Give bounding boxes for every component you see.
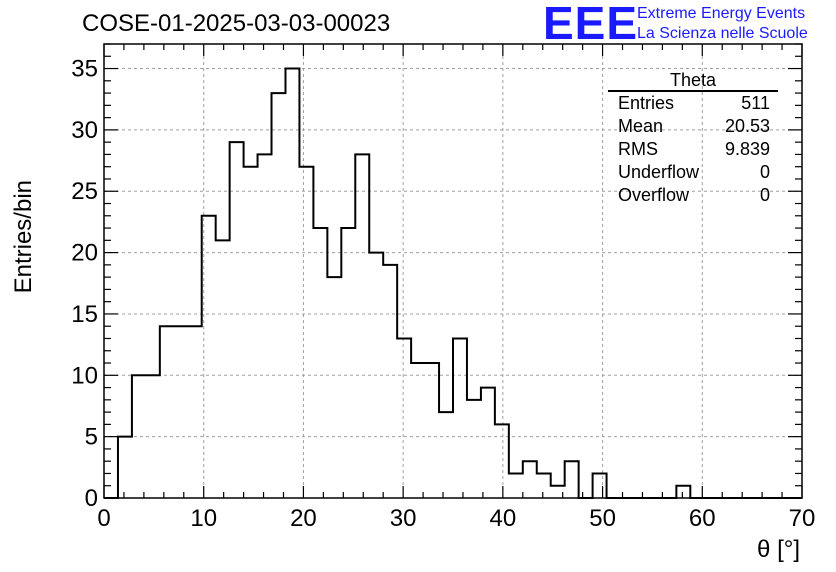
x-axis-label: θ [°] (757, 536, 800, 563)
x-tick-label: 40 (490, 505, 517, 532)
y-tick-labels: 0 5 10 15 20 25 30 35 (71, 56, 98, 512)
stats-value: 9.839 (724, 139, 770, 159)
y-tick-label: 5 (85, 424, 98, 451)
y-tick-label: 35 (71, 56, 98, 83)
plot-frame (103, 43, 803, 499)
y-tick-label: 30 (71, 117, 98, 144)
stats-label: Mean (618, 116, 664, 136)
y-axis-label: Entries/bin (10, 180, 37, 293)
stats-label: Underflow (618, 162, 700, 182)
logo-caption-line2: La Scienza nelle Scuole (637, 25, 808, 42)
stats-row-underflow: Underflow 0 (608, 161, 778, 184)
stats-label: RMS (618, 139, 658, 159)
x-tick-label: 50 (589, 505, 616, 532)
x-tick-labels: 0 10 20 30 40 50 60 70 (97, 505, 815, 532)
x-tick-label: 0 (97, 505, 110, 532)
stats-row-rms: RMS 9.839 (608, 138, 778, 161)
y-tick-label: 25 (71, 178, 98, 205)
x-tick-label: 30 (390, 505, 417, 532)
stats-row-overflow: Overflow 0 (608, 184, 778, 207)
stats-label: Entries (618, 93, 675, 113)
x-tick-label: 70 (789, 505, 816, 532)
eee-logo: EEE (543, 0, 639, 49)
x-tick-label: 10 (190, 505, 217, 532)
x-tick-label: 20 (290, 505, 317, 532)
stats-label: Overflow (618, 185, 690, 205)
stats-value: 511 (741, 93, 770, 113)
stats-value: 20.53 (724, 116, 770, 136)
logo-caption: Extreme Energy Events La Scienza nelle S… (637, 4, 808, 44)
stats-box: Theta Entries 511 Mean 20.53 RMS 9.839 U… (608, 70, 778, 207)
stats-row-mean: Mean 20.53 (608, 115, 778, 138)
y-tick-label: 15 (71, 301, 98, 328)
stats-value: 0 (759, 185, 770, 205)
y-tick-label: 10 (71, 362, 98, 389)
axis-ticks (103, 43, 803, 499)
x-tick-label: 60 (689, 505, 716, 532)
stats-row-entries: Entries 511 (608, 92, 778, 115)
logo-caption-line1: Extreme Energy Events (637, 5, 806, 22)
chart-title: COSE-01-2025-03-03-00023 (82, 10, 391, 37)
stats-value: 0 (759, 162, 770, 182)
y-tick-label: 0 (85, 485, 98, 512)
stats-box-title: Theta (608, 70, 778, 92)
y-tick-label: 20 (71, 240, 98, 267)
